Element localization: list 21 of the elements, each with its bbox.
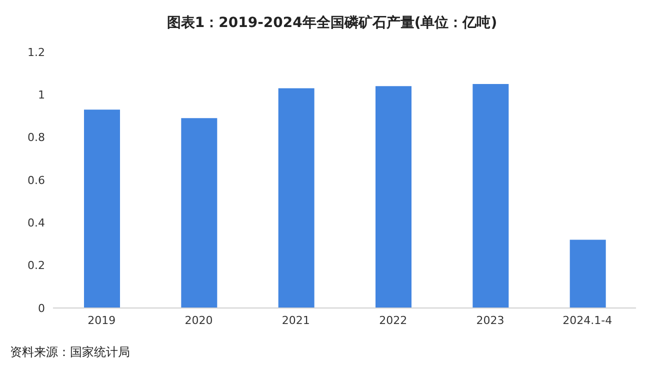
y-tick-label: 0.2: [28, 259, 45, 272]
bar: [376, 86, 412, 308]
y-tick-label: 1.2: [28, 46, 45, 59]
x-tick-label: 2020: [184, 314, 213, 327]
x-tick-label: 2022: [379, 314, 408, 327]
x-tick-label: 2023: [476, 314, 504, 327]
chart-title: 图表1：2019-2024年全国磷矿石产量(单位：亿吨): [166, 14, 498, 33]
y-tick-label: 0.6: [28, 174, 45, 187]
x-tick-label: 2021: [282, 314, 310, 327]
x-tick-label: 2024.1-4: [562, 314, 612, 327]
x-tick-label: 2019: [88, 314, 116, 327]
bar: [472, 84, 509, 308]
y-tick-label: 1: [38, 88, 45, 102]
bar: [84, 110, 120, 308]
bar: [278, 88, 314, 308]
bar: [570, 240, 606, 308]
y-tick-label: 0.4: [28, 216, 45, 230]
text: 资料来源：国家统计局: [10, 345, 130, 359]
y-tick-label: 0: [38, 302, 45, 315]
bar: [181, 118, 218, 308]
y-tick-label: 0.8: [28, 131, 45, 144]
